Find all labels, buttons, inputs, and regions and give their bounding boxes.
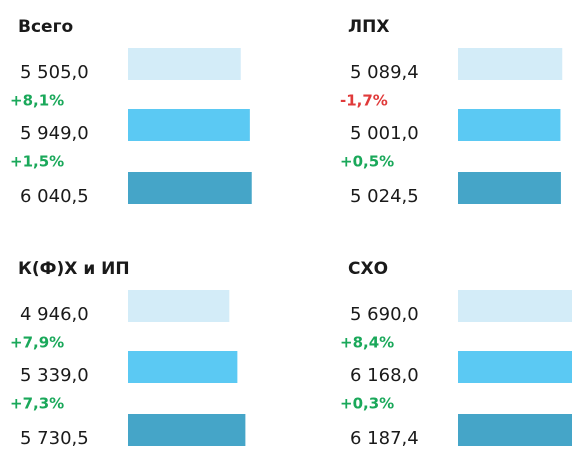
panel-title: К(Ф)Х и ИП [18,259,130,279]
change-label: +7,3% [10,395,64,413]
bar [458,172,561,204]
bar [128,172,252,204]
bar [458,109,561,141]
value-label: 5 339,0 [20,365,89,386]
panel-title: СХО [348,259,388,279]
value-label: 6 168,0 [350,365,419,386]
change-label: +7,9% [10,334,64,352]
bar [128,414,246,446]
value-label: 5 024,5 [350,186,419,207]
bar [128,351,238,383]
bar [458,414,572,446]
bar [128,290,230,322]
bar [458,351,572,383]
value-label: 5 730,5 [20,428,89,449]
value-label: 6 040,5 [20,186,89,207]
value-label: 4 946,0 [20,304,89,325]
panel-title: ЛПХ [348,17,389,37]
change-label: +8,4% [340,334,394,352]
bar [458,290,572,322]
bar [128,109,250,141]
panel-title: Всего [18,17,73,37]
change-label: -1,7% [340,92,388,110]
value-label: 5 089,4 [350,62,419,83]
bar [458,48,563,80]
change-label: +0,5% [340,153,394,171]
value-label: 5 505,0 [20,62,89,83]
value-label: 5 690,0 [350,304,419,325]
change-label: +8,1% [10,92,64,110]
value-label: 5 001,0 [350,123,419,144]
value-label: 5 949,0 [20,123,89,144]
value-label: 6 187,4 [350,428,419,449]
bar [128,48,241,80]
change-label: +0,3% [340,395,394,413]
change-label: +1,5% [10,153,64,171]
